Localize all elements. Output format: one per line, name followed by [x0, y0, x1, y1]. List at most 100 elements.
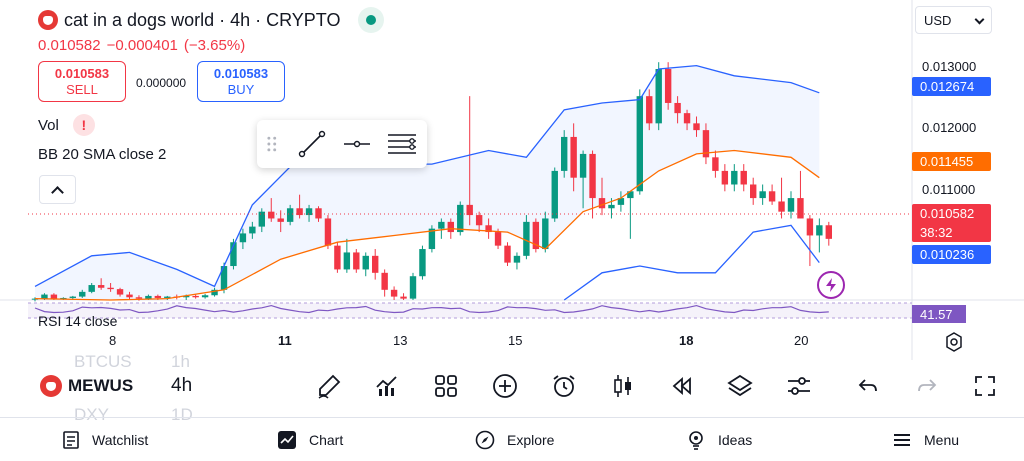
candle-body: [561, 136, 568, 171]
candle-body: [41, 294, 48, 299]
timeframe-button[interactable]: 4h: [171, 375, 193, 396]
candle-body: [249, 226, 256, 234]
collapse-legend-button[interactable]: [39, 175, 76, 204]
settings-sliders-icon[interactable]: [784, 371, 814, 401]
candle-body: [419, 249, 426, 277]
candle-body: [513, 255, 521, 263]
candle-body: [145, 295, 152, 299]
symbol-button[interactable]: MEWUS: [40, 375, 133, 397]
candle-body: [570, 136, 577, 178]
candle-body: [655, 68, 662, 124]
candle-body: [362, 255, 369, 270]
indicators-icon[interactable]: [372, 371, 402, 401]
buy-button[interactable]: 0.010583 BUY: [197, 61, 285, 102]
candle-body: [107, 287, 114, 290]
rsi-value-badge: 41.57: [912, 305, 966, 323]
nav-explore-label: Explore: [507, 432, 555, 448]
chart-icon: [278, 431, 296, 449]
candle-body: [69, 296, 76, 298]
candle-body: [258, 211, 265, 227]
candle-body: [230, 242, 237, 267]
bb-indicator-label[interactable]: BB 20 SMA close 2: [38, 146, 167, 163]
price-chart[interactable]: [0, 0, 1024, 360]
pencil-icon[interactable]: [314, 371, 344, 401]
drag-handle-icon[interactable]: [265, 134, 279, 154]
market-status-icon[interactable]: [358, 7, 385, 33]
candle-body: [97, 285, 105, 288]
candle-body: [627, 191, 634, 199]
drawing-toolbar: [257, 120, 427, 168]
nav-chart[interactable]: Chart: [277, 430, 343, 450]
candle-body: [542, 218, 549, 250]
nav-watchlist[interactable]: Watchlist: [62, 430, 148, 450]
candle-body: [608, 204, 615, 209]
parallel-channel-icon: [387, 134, 416, 154]
chart-settings-icon[interactable]: [944, 332, 964, 352]
symbol-logo-icon: [38, 10, 58, 30]
time-tick: 13: [393, 333, 408, 348]
candle-body: [79, 291, 86, 297]
candle-body: [438, 221, 445, 229]
sell-button[interactable]: 0.010583 SELL: [38, 61, 126, 102]
candle-body: [825, 225, 832, 239]
buy-label: BUY: [227, 81, 255, 97]
lightning-icon[interactable]: [817, 271, 845, 299]
candle-body: [220, 266, 228, 290]
price-change: −0.000401: [106, 37, 178, 54]
candle-body: [447, 221, 454, 233]
layouts-icon[interactable]: [431, 371, 461, 401]
fullscreen-icon[interactable]: [970, 371, 1000, 401]
parallel-channel-tool[interactable]: [382, 126, 421, 162]
candle-body: [646, 96, 653, 124]
currency-select[interactable]: USD: [915, 6, 992, 34]
rsi-indicator-label[interactable]: RSI 14 close: [38, 313, 118, 329]
nav-ideas[interactable]: Ideas: [686, 430, 752, 450]
candle-body: [296, 208, 303, 216]
add-icon[interactable]: [490, 371, 520, 401]
nav-menu[interactable]: Menu: [892, 430, 959, 450]
candle-body: [589, 153, 596, 199]
candle-body: [683, 113, 691, 124]
bb-lower-line: [563, 224, 820, 301]
candle-body: [211, 289, 218, 296]
sell-price: 0.010583: [54, 65, 110, 81]
candle-body: [126, 294, 133, 298]
symbol-logo-icon: [40, 375, 62, 397]
candle-body: [88, 285, 95, 292]
bb-basis-badge: 0.011455: [912, 152, 991, 171]
warning-icon[interactable]: !: [72, 114, 95, 136]
time-tick: 8: [109, 333, 117, 348]
candle-body: [721, 170, 729, 185]
trend-line-tool[interactable]: [293, 126, 332, 162]
candle-style-icon[interactable]: [608, 371, 638, 401]
price-change-pct: (−3.65%): [183, 37, 246, 54]
symbol-header[interactable]: cat in a dogs world · 4h · CRYPTO: [38, 7, 385, 33]
candle-body: [135, 297, 143, 299]
candle-body: [787, 198, 795, 212]
time-tick: 11: [278, 333, 292, 348]
price-tick: 0.013000: [922, 59, 977, 74]
candle-body: [334, 245, 341, 270]
rsi-line: [34, 304, 829, 314]
time-tick: 15: [508, 333, 523, 348]
replay-icon[interactable]: [667, 371, 697, 401]
candle-body: [617, 198, 625, 205]
time-tick: 18: [679, 333, 694, 348]
candle-body: [693, 123, 700, 131]
layers-icon[interactable]: [725, 371, 755, 401]
currency-value: USD: [924, 12, 952, 28]
current-price-value: 0.010582: [920, 206, 975, 221]
alert-clock-icon[interactable]: [549, 371, 579, 401]
buy-price: 0.010583: [213, 65, 269, 81]
price-summary: 0.010582 −0.000401 (−3.65%): [38, 37, 245, 54]
horizontal-ray-tool[interactable]: [337, 126, 376, 162]
watchlist-icon: [63, 431, 79, 449]
candle-body: [712, 157, 719, 171]
candle-body: [381, 272, 388, 290]
nav-explore[interactable]: Explore: [475, 430, 554, 450]
volume-indicator[interactable]: Vol !: [38, 114, 95, 136]
candle-body: [457, 204, 464, 233]
redo-icon[interactable]: [912, 371, 942, 401]
undo-icon[interactable]: [853, 371, 883, 401]
symbol-picker-prev: BTCUS: [74, 352, 132, 371]
